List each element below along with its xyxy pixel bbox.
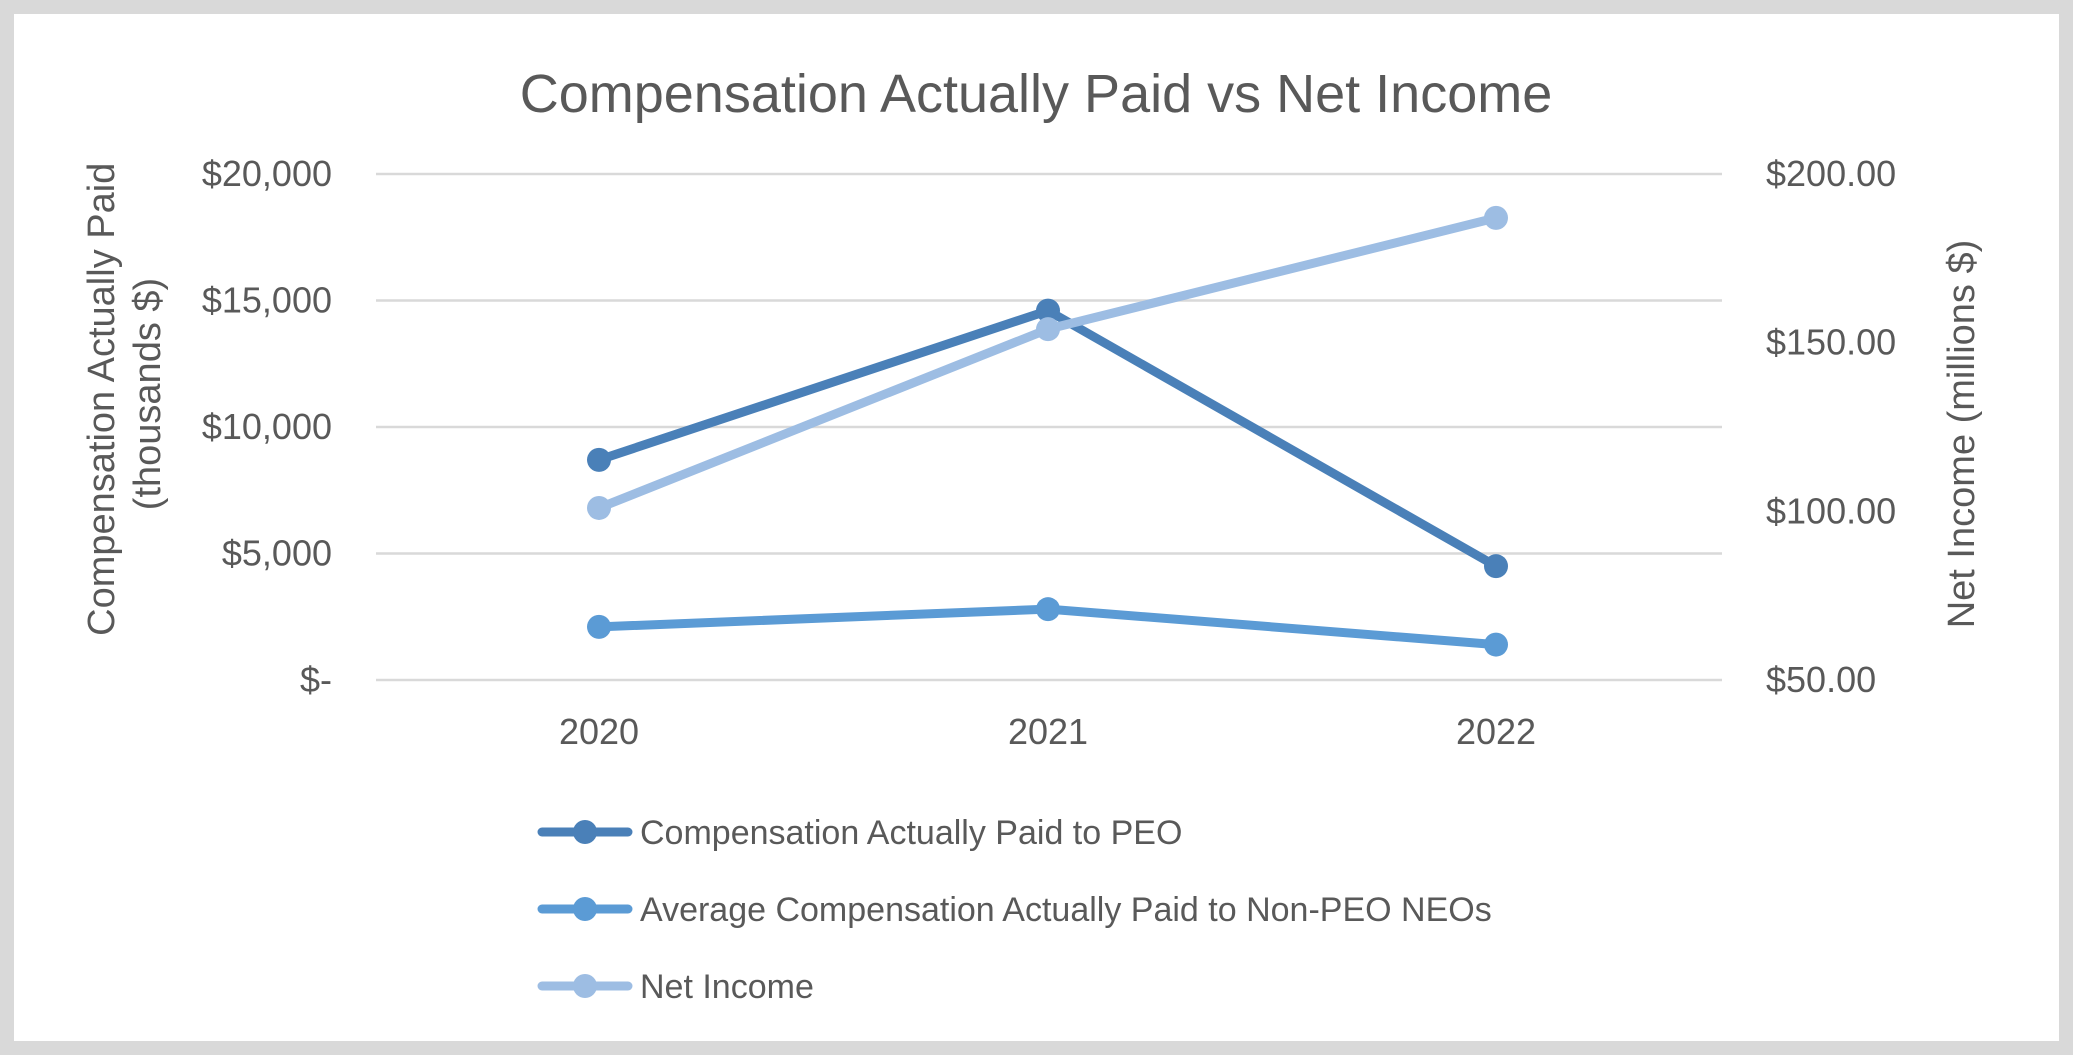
x-tick-label: 2020	[559, 711, 639, 752]
data-point	[587, 447, 611, 472]
left-tick-label: $15,000	[202, 280, 332, 321]
right-tick-label: $100.00	[1766, 490, 1896, 531]
gridlines	[376, 172, 1722, 682]
legend-swatch-marker	[573, 897, 597, 921]
data-point	[1036, 298, 1060, 323]
legend-label: Net Income	[640, 968, 814, 1006]
chart-canvas: Compensation Actually Paid vs Net Income…	[81, 64, 1983, 1006]
legend-entry-0: Compensation Actually Paid to PEO	[537, 814, 1182, 852]
series-line	[594, 306, 1501, 571]
left-tick-label: $20,000	[202, 153, 332, 194]
legend-label: Compensation Actually Paid to PEO	[640, 814, 1182, 852]
x-tick-label: 2021	[1008, 711, 1088, 752]
left-tick-label: $5,000	[222, 533, 332, 574]
right-tick-label: $200.00	[1766, 153, 1896, 194]
series-1	[587, 597, 1508, 657]
series-lines	[587, 205, 1508, 657]
series-0	[587, 298, 1508, 579]
left-axis-title: Compensation Actually Paid (thousands $)	[81, 152, 169, 636]
left-axis-title-line2: (thousands $)	[127, 278, 169, 510]
legend-label: Average Compensation Actually Paid to No…	[640, 891, 1492, 929]
data-point	[1036, 317, 1060, 342]
data-point	[1484, 205, 1508, 230]
left-axis-ticks: $- $5,000 $10,000 $15,000 $20,000	[202, 153, 332, 700]
left-tick-label: $10,000	[202, 406, 332, 447]
legend-entry-2: Net Income	[537, 968, 814, 1006]
series-2	[587, 205, 1508, 520]
x-axis-ticks: 2020 2021 2022	[559, 711, 1536, 752]
legend-swatch-marker	[573, 974, 597, 998]
data-point	[1484, 632, 1508, 657]
x-tick-label: 2022	[1456, 711, 1536, 752]
legend: Compensation Actually Paid to PEO Average…	[537, 814, 1492, 1006]
left-tick-label: $-	[300, 659, 332, 700]
data-point	[587, 614, 611, 639]
data-point	[1036, 597, 1060, 622]
right-axis-title: Net Income (millions $)	[1941, 240, 1983, 629]
chart-frame: Compensation Actually Paid vs Net Income…	[14, 14, 2059, 1041]
left-axis-title-line1: Compensation Actually Paid	[81, 163, 123, 636]
right-tick-label: $50.00	[1766, 659, 1876, 700]
data-point	[1484, 554, 1508, 579]
legend-swatch-marker	[573, 820, 597, 844]
data-point	[587, 495, 611, 520]
right-tick-label: $150.00	[1766, 322, 1896, 363]
right-axis-ticks: $50.00 $100.00 $150.00 $200.00	[1766, 153, 1896, 700]
series-line	[594, 213, 1501, 513]
legend-entry-1: Average Compensation Actually Paid to No…	[537, 891, 1492, 929]
chart-title: Compensation Actually Paid vs Net Income	[520, 64, 1553, 124]
